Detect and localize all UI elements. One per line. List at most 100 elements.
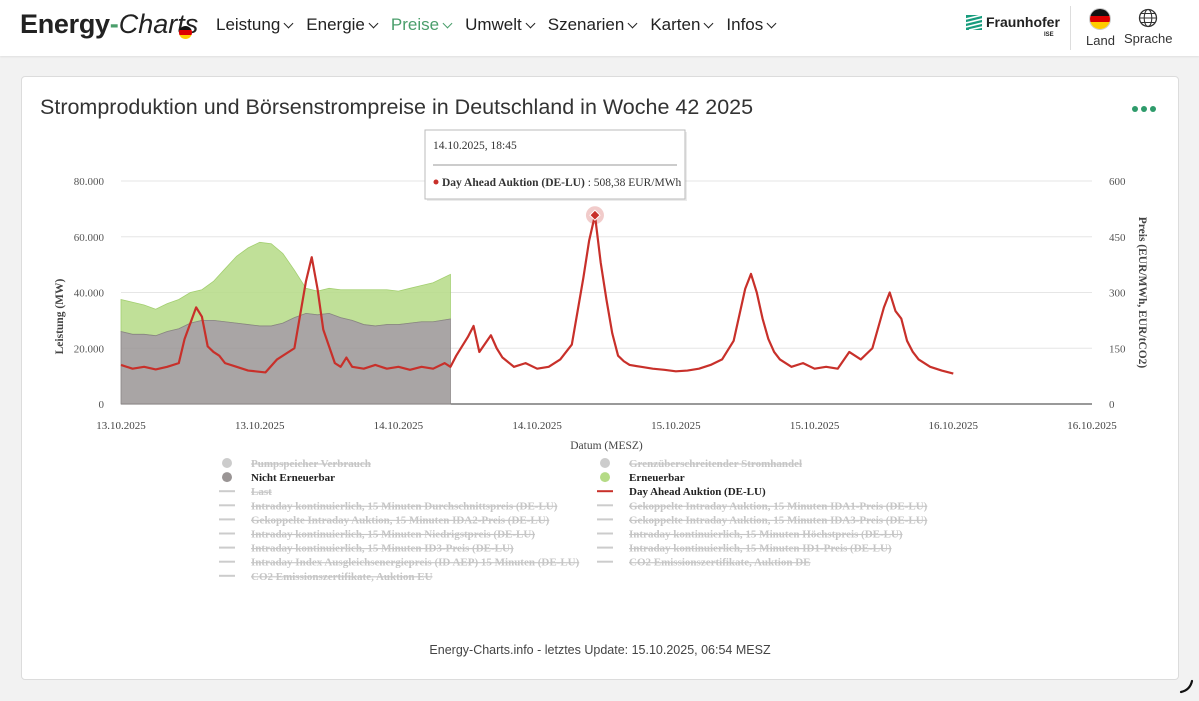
chevron-down-icon [766, 18, 777, 28]
legend-item[interactable]: Nicht Erneuerbar [222, 472, 335, 484]
x-axis-label: Datum (MESZ) [570, 440, 643, 452]
nav-item-label: Leistung [216, 15, 281, 34]
nav-item-infos[interactable]: Infos [726, 15, 777, 35]
nav-item-label: Umwelt [465, 15, 522, 34]
legend-dot-icon [222, 472, 232, 483]
legend-item[interactable]: Intraday kontinuierlich, 15 Minuten Nied… [219, 529, 535, 541]
legend-label: Gekoppelte Intraday Auktion, 15 Minuten … [251, 514, 550, 526]
legend-dot-icon [600, 472, 610, 483]
y-tick-label: 0 [99, 399, 105, 411]
logo-part-dash: - [109, 9, 119, 39]
main-menu: Leistung Energie Preise Umwelt Szenarien Kart… [216, 15, 789, 35]
chart-title: Stromproduktion und Börsenstrompreise in… [40, 95, 754, 119]
legend-item[interactable]: Pumpspeicher Verbrauch [222, 458, 371, 470]
chevron-down-icon [627, 18, 638, 28]
y-tick-label: 40.000 [74, 288, 105, 300]
y-right-tick-label: 150 [1109, 343, 1126, 355]
x-tick-label: 16.10.2025 [929, 420, 979, 432]
legend-item[interactable]: Intraday Index Ausgleichsenergiepreis (I… [219, 557, 580, 569]
tooltip: 14.10.2025, 18:45 Day Ahead Auktion (DE-L… [424, 129, 687, 201]
legend-label: Erneuerbar [629, 472, 685, 484]
legend-item[interactable]: Intraday kontinuierlich, 15 Minuten ID1-… [597, 543, 892, 555]
y-right-tick-label: 600 [1109, 176, 1126, 188]
tooltip-value-line: Day Ahead Auktion (DE-LU) : 508,38 EUR/M… [442, 177, 682, 189]
tooltip-series-name: Day Ahead Auktion (DE-LU) [442, 177, 585, 189]
x-tick-label: 15.10.2025 [651, 420, 701, 432]
x-tick-label: 14.10.2025 [374, 420, 424, 432]
nav-item-label: Infos [726, 15, 764, 34]
language-label: Sprache [1124, 31, 1173, 46]
x-tick-label: 13.10.2025 [96, 420, 146, 432]
area-nicht-erneuerbar[interactable] [120, 312, 451, 405]
line-day-ahead[interactable] [120, 214, 954, 375]
fraunhofer-sub: ISE [1044, 32, 1054, 38]
legend-item[interactable]: Day Ahead Auktion (DE-LU) [597, 486, 766, 498]
legend-dot-icon [600, 458, 610, 468]
legend-label: Intraday Index Ausgleichsenergiepreis (I… [251, 557, 580, 569]
nav-item-preise[interactable]: Preise [390, 15, 453, 35]
header-divider [1070, 6, 1071, 50]
nav-item-szenarien[interactable]: Szenarien [547, 15, 638, 35]
fraunhofer-name: Fraunhofer [986, 14, 1060, 30]
y-tick-label: 20.000 [74, 343, 105, 355]
country-flag-icon [1089, 8, 1112, 30]
legend-item[interactable]: Gekoppelte Intraday Auktion, 15 Minuten … [219, 514, 550, 526]
nav-item-label: Karten [650, 15, 701, 34]
legend-item[interactable]: Grenzüberschreitender Stromhandel [600, 458, 802, 470]
highlight-point[interactable] [589, 209, 601, 221]
legend-item[interactable]: Intraday kontinuierlich, 15 Minuten Durc… [219, 500, 558, 512]
globe-icon [1139, 8, 1158, 28]
x-tick-label: 13.10.2025 [235, 420, 285, 432]
legend-label: CO2 Emissionszertifikate, Auktion DE [629, 557, 811, 569]
last-update-footer: Energy-Charts.info - letztes Update: 15.… [429, 643, 771, 657]
nav-item-label: Preise [390, 15, 440, 34]
nav-item-energie[interactable]: Energie [306, 15, 379, 35]
legend-item[interactable]: Intraday kontinuierlich, 15 Minuten ID3-… [219, 543, 514, 555]
line-series [120, 206, 954, 375]
menu-dot-icon [1150, 106, 1156, 112]
y-tick-label: 60.000 [74, 232, 105, 244]
legend-label: Grenzüberschreitender Stromhandel [629, 458, 802, 470]
chevron-down-icon [442, 18, 453, 28]
legend-item[interactable]: Intraday kontinuierlich, 15 Minuten Höch… [597, 529, 903, 541]
nav-item-karten[interactable]: Karten [650, 15, 714, 35]
chart-menu-button[interactable] [1132, 106, 1156, 112]
menu-dot-icon [1132, 106, 1138, 112]
legend-label: Pumpspeicher Verbrauch [251, 458, 371, 470]
energy-charts-logo[interactable]: Energy-Charts [20, 9, 198, 40]
legend-label: Intraday kontinuierlich, 15 Minuten Höch… [629, 529, 903, 541]
legend-label: Day Ahead Auktion (DE-LU) [629, 486, 766, 498]
legend-item[interactable]: Last [219, 486, 272, 498]
chart-card: Stromproduktion und Börsenstrompreise in… [21, 76, 1179, 680]
menu-dot-icon [1141, 106, 1147, 112]
legend-item[interactable]: CO2 Emissionszertifikate, Auktion EU [219, 571, 433, 583]
legend-item[interactable]: Gekoppelte Intraday Auktion, 15 Minuten … [597, 500, 928, 512]
legend-label: CO2 Emissionszertifikate, Auktion EU [251, 571, 433, 583]
y-axis-label: Leistung (MW) [54, 278, 66, 354]
legend-label: Intraday kontinuierlich, 15 Minuten ID3-… [251, 543, 514, 555]
y-tick-label: 80.000 [74, 176, 105, 188]
legend-label: Gekoppelte Intraday Auktion, 15 Minuten … [629, 500, 928, 512]
chart-area[interactable]: 0 20.000 40.000 60.000 80.000 0 150 300 450 600 13… [22, 77, 1178, 637]
chevron-down-icon [703, 18, 714, 28]
nav-item-label: Energie [306, 15, 365, 34]
fraunhofer-logo[interactable]: Fraunhofer ISE [966, 14, 1060, 42]
top-navigation-bar: Energy-Charts Leistung Energie Preise Umwel… [0, 0, 1199, 56]
legend-label: Intraday kontinuierlich, 15 Minuten Durc… [251, 500, 558, 512]
legend-item[interactable]: Erneuerbar [600, 472, 685, 484]
legend-label: Last [251, 486, 272, 498]
language-selector[interactable]: Sprache [1124, 8, 1172, 46]
legend-item[interactable]: Gekoppelte Intraday Auktion, 15 Minuten … [597, 514, 928, 526]
x-tick-label: 14.10.2025 [512, 420, 562, 432]
nav-item-leistung[interactable]: Leistung [216, 15, 294, 35]
nav-item-label: Szenarien [547, 15, 625, 34]
x-tick-label: 16.10.2025 [1067, 420, 1117, 432]
legend-item[interactable]: CO2 Emissionszertifikate, Auktion DE [597, 557, 811, 569]
country-selector[interactable]: Land [1086, 8, 1115, 48]
chevron-down-icon [525, 18, 536, 28]
legend-label: Nicht Erneuerbar [251, 472, 335, 484]
nav-item-umwelt[interactable]: Umwelt [465, 15, 536, 35]
area-series [120, 241, 451, 405]
resize-handle-icon[interactable] [1178, 678, 1194, 694]
y-right-tick-label: 450 [1109, 232, 1126, 244]
